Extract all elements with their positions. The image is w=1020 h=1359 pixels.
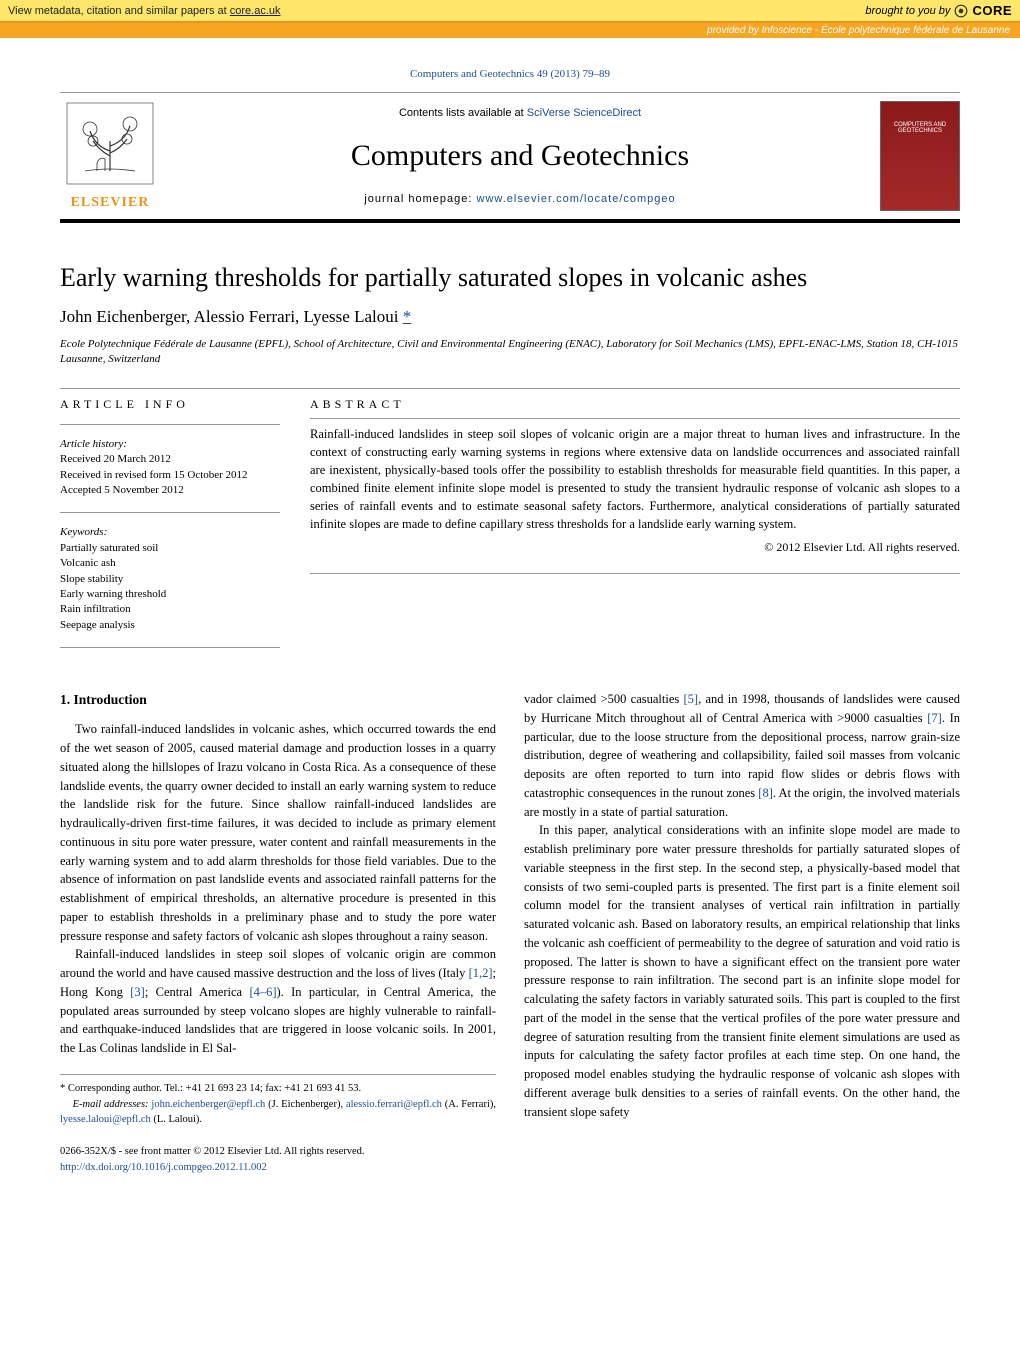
page-content: Computers and Geotechnics 49 (2013) 79–8…: [0, 38, 1020, 1216]
divider: [60, 512, 280, 513]
right-column: vador claimed >500 casualties [5], and i…: [524, 690, 960, 1176]
keyword: Seepage analysis: [60, 618, 280, 633]
homepage-link[interactable]: www.elsevier.com/locate/compgeo: [477, 193, 676, 205]
divider: [60, 388, 960, 389]
abstract-label: ABSTRACT: [310, 397, 960, 412]
email-name: (A. Ferrari),: [442, 1099, 496, 1110]
abstract-text: Rainfall-induced landslides in steep soi…: [310, 425, 960, 534]
affiliation: Ecole Polytechnique Fédérale de Lausanne…: [60, 337, 960, 368]
keyword: Slope stability: [60, 572, 280, 587]
core-link[interactable]: core.ac.uk: [230, 5, 281, 17]
journal-ref-link[interactable]: Computers and Geotechnics 49 (2013) 79–8…: [410, 68, 610, 80]
emails-label: E-mail addresses:: [73, 1099, 152, 1110]
cover-thumb-text: COMPUTERS AND GEOTECHNICS: [881, 102, 959, 134]
email-link[interactable]: alessio.ferrari@epfl.ch: [346, 1099, 442, 1110]
authors-names: John Eichenberger, Alessio Ferrari, Lyes…: [60, 307, 398, 326]
history-heading: Article history:: [60, 437, 280, 452]
journal-title: Computers and Geotechnics: [180, 139, 860, 173]
history-line: Received in revised form 15 October 2012: [60, 468, 280, 483]
contents-available: Contents lists available at SciVerse Sci…: [180, 107, 860, 119]
doi-link[interactable]: http://dx.doi.org/10.1016/j.compgeo.2012…: [60, 1162, 267, 1173]
paragraph-text: In this paper, analytical considerations…: [524, 823, 960, 1118]
citation-link[interactable]: [4–6]: [249, 985, 276, 999]
email-name: (J. Eichenberger),: [265, 1099, 346, 1110]
divider: [310, 573, 960, 574]
body-columns: 1. Introduction Two rainfall-induced lan…: [60, 690, 960, 1176]
citation-link[interactable]: [8]: [758, 786, 773, 800]
citation-link[interactable]: [7]: [927, 711, 942, 725]
footer-meta: 0266-352X/$ - see front matter © 2012 El…: [60, 1144, 496, 1176]
abstract-column: ABSTRACT Rainfall-induced landslides in …: [310, 397, 960, 660]
core-banner: View metadata, citation and similar pape…: [0, 0, 1020, 21]
core-left-text: View metadata, citation and similar pape…: [8, 5, 230, 17]
paragraph-text: ; Central America: [145, 985, 250, 999]
body-paragraph: vador claimed >500 casualties [5], and i…: [524, 690, 960, 821]
authors: John Eichenberger, Alessio Ferrari, Lyes…: [60, 307, 960, 327]
keyword: Rain infiltration: [60, 602, 280, 617]
body-paragraph: In this paper, analytical considerations…: [524, 821, 960, 1121]
corresponding-marker[interactable]: *: [403, 307, 412, 326]
core-logo-text: CORE: [972, 3, 1012, 18]
divider: [60, 647, 280, 648]
divider: [60, 424, 280, 425]
issn-line: 0266-352X/$ - see front matter © 2012 El…: [60, 1144, 496, 1160]
introduction-heading: 1. Introduction: [60, 690, 496, 710]
footnotes: * Corresponding author. Tel.: +41 21 693…: [60, 1074, 496, 1128]
core-brought-text: brought to you by: [865, 5, 950, 17]
core-provided-by: provided by Infoscience - École polytech…: [0, 21, 1020, 38]
masthead-center: Contents lists available at SciVerse Sci…: [180, 101, 860, 211]
article-title: Early warning thresholds for partially s…: [60, 263, 960, 293]
keyword: Partially saturated soil: [60, 541, 280, 556]
core-right: brought to you by CORE: [865, 3, 1012, 18]
journal-reference: Computers and Geotechnics 49 (2013) 79–8…: [60, 68, 960, 80]
journal-homepage: journal homepage: www.elsevier.com/locat…: [180, 193, 860, 205]
elsevier-tree-icon: [65, 101, 155, 186]
keyword: Volcanic ash: [60, 556, 280, 571]
article-info-column: ARTICLE INFO Article history: Received 2…: [60, 397, 280, 660]
contents-prefix: Contents lists available at: [399, 107, 527, 119]
homepage-prefix: journal homepage:: [364, 193, 476, 205]
citation-link[interactable]: [5]: [684, 692, 699, 706]
email-name: (L. Laloui).: [151, 1114, 202, 1125]
core-icon: [954, 4, 968, 18]
divider: [310, 418, 960, 419]
corresponding-footnote: * Corresponding author. Tel.: +41 21 693…: [60, 1081, 496, 1097]
article-info-label: ARTICLE INFO: [60, 397, 280, 412]
keywords-heading: Keywords:: [60, 525, 280, 540]
email-link[interactable]: john.eichenberger@epfl.ch: [151, 1099, 265, 1110]
keywords-block: Keywords: Partially saturated soil Volca…: [60, 525, 280, 633]
history-line: Accepted 5 November 2012: [60, 483, 280, 498]
info-abstract-row: ARTICLE INFO Article history: Received 2…: [60, 397, 960, 660]
masthead: ELSEVIER Contents lists available at Sci…: [60, 92, 960, 223]
core-meta-link-text: View metadata, citation and similar pape…: [8, 5, 281, 17]
paragraph-text: Rainfall-induced landslides in steep soi…: [60, 947, 496, 980]
email-footnote: E-mail addresses: john.eichenberger@epfl…: [60, 1097, 496, 1129]
journal-cover-thumb[interactable]: COMPUTERS AND GEOTECHNICS: [880, 101, 960, 211]
citation-link[interactable]: [1,2]: [469, 966, 493, 980]
paragraph-text: vador claimed >500 casualties: [524, 692, 684, 706]
left-column: 1. Introduction Two rainfall-induced lan…: [60, 690, 496, 1176]
body-paragraph: Rainfall-induced landslides in steep soi…: [60, 945, 496, 1058]
paragraph-text: Two rainfall-induced landslides in volca…: [60, 722, 496, 942]
article-history: Article history: Received 20 March 2012 …: [60, 437, 280, 499]
elsevier-text: ELSEVIER: [71, 195, 150, 211]
email-link[interactable]: lyesse.laloui@epfl.ch: [60, 1114, 151, 1125]
keyword: Early warning threshold: [60, 587, 280, 602]
sciencedirect-link[interactable]: SciVerse ScienceDirect: [527, 107, 641, 119]
abstract-copyright: © 2012 Elsevier Ltd. All rights reserved…: [310, 540, 960, 555]
elsevier-logo[interactable]: ELSEVIER: [60, 101, 160, 211]
body-paragraph: Two rainfall-induced landslides in volca…: [60, 720, 496, 945]
history-line: Received 20 March 2012: [60, 452, 280, 467]
citation-link[interactable]: [3]: [130, 985, 145, 999]
